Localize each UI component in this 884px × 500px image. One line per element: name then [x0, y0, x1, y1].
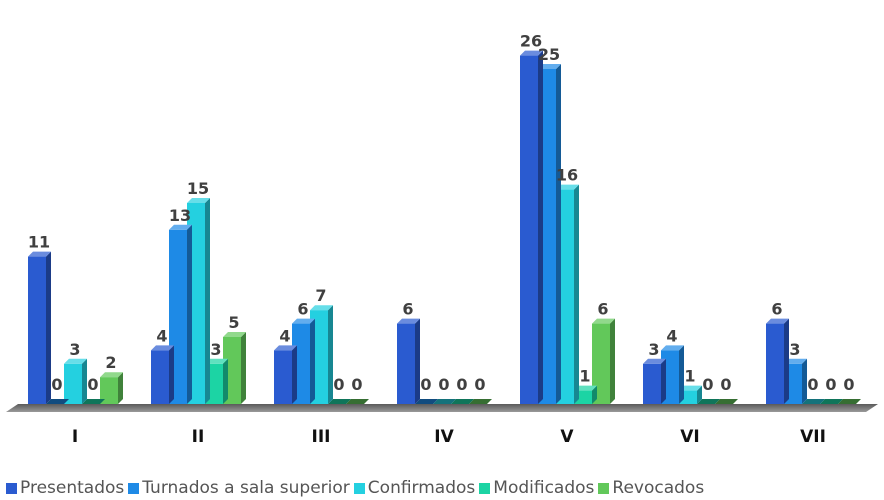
category-label: V: [560, 427, 574, 447]
bar-I-turnados-a-sala-superior: [46, 399, 69, 404]
value-label: 2: [105, 353, 116, 372]
bar-III-revocados: [346, 399, 369, 404]
value-label: 5: [228, 313, 239, 332]
category-label: III: [312, 427, 331, 447]
chart-floor: [6, 404, 878, 412]
legend-label: Presentados: [20, 478, 125, 498]
legend-swatch: [479, 482, 491, 494]
value-label: 3: [69, 340, 80, 359]
value-label: 4: [156, 326, 167, 345]
value-label: 1: [684, 367, 695, 386]
value-label: 0: [87, 375, 98, 394]
legend-swatch: [353, 482, 365, 494]
bar-I-confirmados: [64, 358, 87, 404]
value-label: 1: [579, 367, 590, 386]
bar-V-revocados: [592, 318, 615, 404]
legend-item-turnados-a-sala-superior: Turnados a sala superior: [128, 478, 350, 498]
value-label: 6: [402, 300, 413, 319]
category-label: VII: [800, 427, 826, 447]
legend-item-revocados: Revocados: [598, 478, 704, 498]
value-label: 0: [333, 375, 344, 394]
bar-IV-revocados: [469, 399, 492, 404]
bar-VI-presentados: [643, 358, 666, 404]
category-label: IV: [434, 427, 454, 447]
value-label: 16: [556, 166, 578, 185]
value-label: 3: [210, 340, 221, 359]
value-label: 7: [315, 286, 326, 305]
value-label: 11: [28, 233, 50, 252]
bar-VI-revocados: [715, 399, 738, 404]
category-label: VI: [680, 427, 699, 447]
value-label: 3: [789, 340, 800, 359]
bar-IV-modificados: [451, 399, 474, 404]
value-label: 0: [843, 375, 854, 394]
value-label: 0: [474, 375, 485, 394]
bar-VI-confirmados: [679, 385, 702, 404]
bar-II-presentados: [151, 345, 174, 404]
legend: Presentados Turnados a sala superior Confi…: [6, 476, 884, 500]
value-label: 0: [702, 375, 713, 394]
category-labels-group: I II III IV V VI VII: [72, 427, 826, 447]
legend-label: Modificados: [493, 478, 595, 498]
bar-IV-confirmados: [433, 399, 456, 404]
bar-IV-turnados-a-sala-superior: [415, 399, 438, 404]
bar-VII-modificados: [820, 399, 843, 404]
value-label: 4: [666, 326, 677, 345]
value-label: 0: [420, 375, 431, 394]
value-label: 0: [51, 375, 62, 394]
bar-I-revocados: [100, 372, 123, 404]
value-label: 4: [279, 326, 290, 345]
value-label: 0: [807, 375, 818, 394]
bar-VI-modificados: [697, 399, 720, 404]
value-label: 0: [351, 375, 362, 394]
legend-swatch: [128, 482, 140, 494]
value-label: 6: [771, 300, 782, 319]
value-label: 13: [169, 206, 191, 225]
value-label: 0: [456, 375, 467, 394]
legend-swatch: [6, 482, 17, 494]
value-label: 0: [438, 375, 449, 394]
bar-VII-revocados: [838, 399, 861, 404]
value-label: 6: [597, 300, 608, 319]
value-label: 3: [648, 340, 659, 359]
value-label: 26: [520, 32, 542, 51]
bar-III-modificados: [328, 399, 351, 404]
legend-item-confirmados: Confirmados: [353, 478, 476, 498]
category-label: I: [72, 427, 78, 447]
bar-I-modificados: [82, 399, 105, 404]
legend-label: Turnados a sala superior: [142, 478, 350, 498]
legend-label: Confirmados: [367, 478, 476, 498]
bar-VII-presentados: [766, 318, 789, 404]
value-label: 6: [297, 300, 308, 319]
bars-group: [28, 50, 861, 404]
legend-item-modificados: Modificados: [479, 478, 594, 498]
legend-item-presentados: Presentados: [6, 478, 124, 498]
bar-I-presentados: [28, 251, 51, 404]
legend-label: Revocados: [612, 478, 705, 498]
bar-III-presentados: [274, 345, 297, 404]
bar-V-presentados: [520, 50, 543, 404]
value-label: 15: [187, 179, 209, 198]
legend-swatch: [598, 482, 610, 494]
category-label: II: [192, 427, 205, 447]
bar-VII-confirmados: [802, 399, 825, 404]
value-label: 0: [825, 375, 836, 394]
value-label: 0: [720, 375, 731, 394]
value-label: 25: [538, 45, 560, 64]
bar-IV-presentados: [397, 318, 420, 404]
